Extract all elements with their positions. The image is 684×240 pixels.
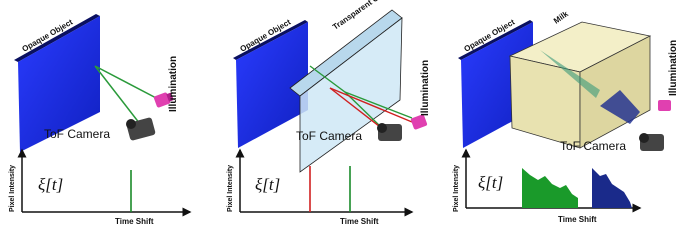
plot: Pixel Intensity ξ[t] Time Shift xyxy=(453,148,642,224)
axis-label: Time Shift xyxy=(115,217,154,226)
label: Illumination xyxy=(668,40,679,96)
illuminator xyxy=(658,100,671,111)
figure: Opaque Object Illumination ToF Camera Pi… xyxy=(9,0,679,226)
opaque-object xyxy=(236,22,308,148)
camera xyxy=(639,133,664,151)
signal-label: ξ[t] xyxy=(478,173,503,192)
ray xyxy=(94,65,161,101)
axis-label: Pixel Intensity xyxy=(227,165,234,212)
label: Milk xyxy=(552,9,570,26)
label: ToF Camera xyxy=(560,139,626,153)
plot: Pixel Intensity ξ[t] Time Shift xyxy=(9,148,192,226)
axis-label: Time Shift xyxy=(558,215,597,224)
signal-label: ξ[t] xyxy=(38,175,63,194)
object-edge xyxy=(14,14,100,62)
label: Illumination xyxy=(168,56,179,112)
illuminator xyxy=(153,92,174,108)
signal-label: ξ[t] xyxy=(255,175,280,194)
camera xyxy=(377,123,402,141)
label: Illumination xyxy=(420,60,431,116)
opaque-object xyxy=(18,16,100,152)
axis-label: Pixel Intensity xyxy=(9,165,16,212)
label: ToF Camera xyxy=(44,127,110,141)
plot: Pixel Intensity ξ[t] Time Shift xyxy=(227,148,414,226)
axis-label: Pixel Intensity xyxy=(453,165,460,212)
panel: Opaque Object Illumination ToF Camera Pi… xyxy=(9,14,192,226)
panel: Opaque Object Milk Illumination ToF Came… xyxy=(453,9,679,224)
label: ToF Camera xyxy=(296,129,362,143)
ray xyxy=(94,65,141,125)
axis-label: Time Shift xyxy=(340,217,379,226)
camera xyxy=(126,117,156,141)
illuminator xyxy=(410,114,428,130)
panel: Opaque Object Transparent Object Illumin… xyxy=(227,0,431,226)
